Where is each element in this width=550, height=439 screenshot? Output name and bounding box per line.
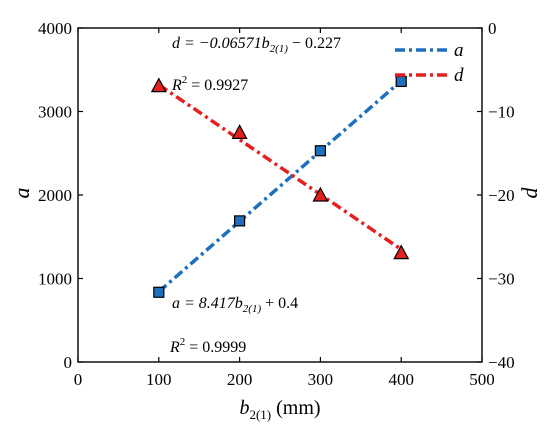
- y-left-tick-label: 1000: [38, 270, 72, 289]
- y-left-tick-label: 4000: [38, 19, 72, 38]
- x-axis-label: b2(1) (mm): [239, 397, 320, 422]
- x-tick-label: 300: [308, 370, 334, 389]
- series-d-point: [231, 124, 248, 139]
- legend-label-d: d: [454, 65, 464, 86]
- y-right-tick-label: −30: [488, 270, 515, 289]
- series-a-fit-line: [157, 79, 403, 294]
- series-a-point: [234, 215, 246, 227]
- series-d-point: [150, 77, 167, 93]
- y-right-tick-label: 0: [488, 19, 497, 38]
- x-tick-label: 200: [227, 370, 253, 389]
- series-d-point: [393, 244, 410, 260]
- d-r-squared: R2 = 0.9927: [171, 74, 248, 94]
- x-tick-label: 100: [146, 370, 172, 389]
- y-axis-right-label: d: [517, 187, 542, 199]
- y-left-tick-label: 0: [64, 353, 73, 372]
- series-a-point: [153, 286, 165, 298]
- y-left-tick-label: 3000: [38, 103, 72, 122]
- y-right-tick-label: −40: [488, 353, 515, 372]
- a-r-squared: R2 = 0.9999: [169, 336, 246, 356]
- y-axis-left-label: a: [9, 188, 34, 199]
- x-tick-label: 400: [388, 370, 414, 389]
- axis-ticks: 0 100 200 300 400 500 0 1000 2000 3000 4000 −40 −30 −…: [38, 19, 515, 389]
- y-left-tick-label: 2000: [38, 186, 72, 205]
- x-tick-label: 500: [469, 370, 495, 389]
- y-right-tick-label: −10: [488, 103, 515, 122]
- y-right-tick-label: −20: [488, 186, 515, 205]
- legend-label-a: a: [454, 40, 464, 61]
- series-d-fit-line: [157, 83, 403, 251]
- series-layer: [150, 75, 410, 298]
- legend: a d: [395, 40, 464, 86]
- series-d-point: [312, 186, 329, 202]
- a-fit-equation: a = 8.417b2(1) + 0.4: [172, 295, 298, 315]
- series-a-point: [395, 75, 407, 88]
- series-a-point: [314, 145, 326, 157]
- x-tick-label: 0: [74, 370, 83, 389]
- d-fit-equation: d = −0.06571b2(1) − 0.227: [172, 35, 341, 55]
